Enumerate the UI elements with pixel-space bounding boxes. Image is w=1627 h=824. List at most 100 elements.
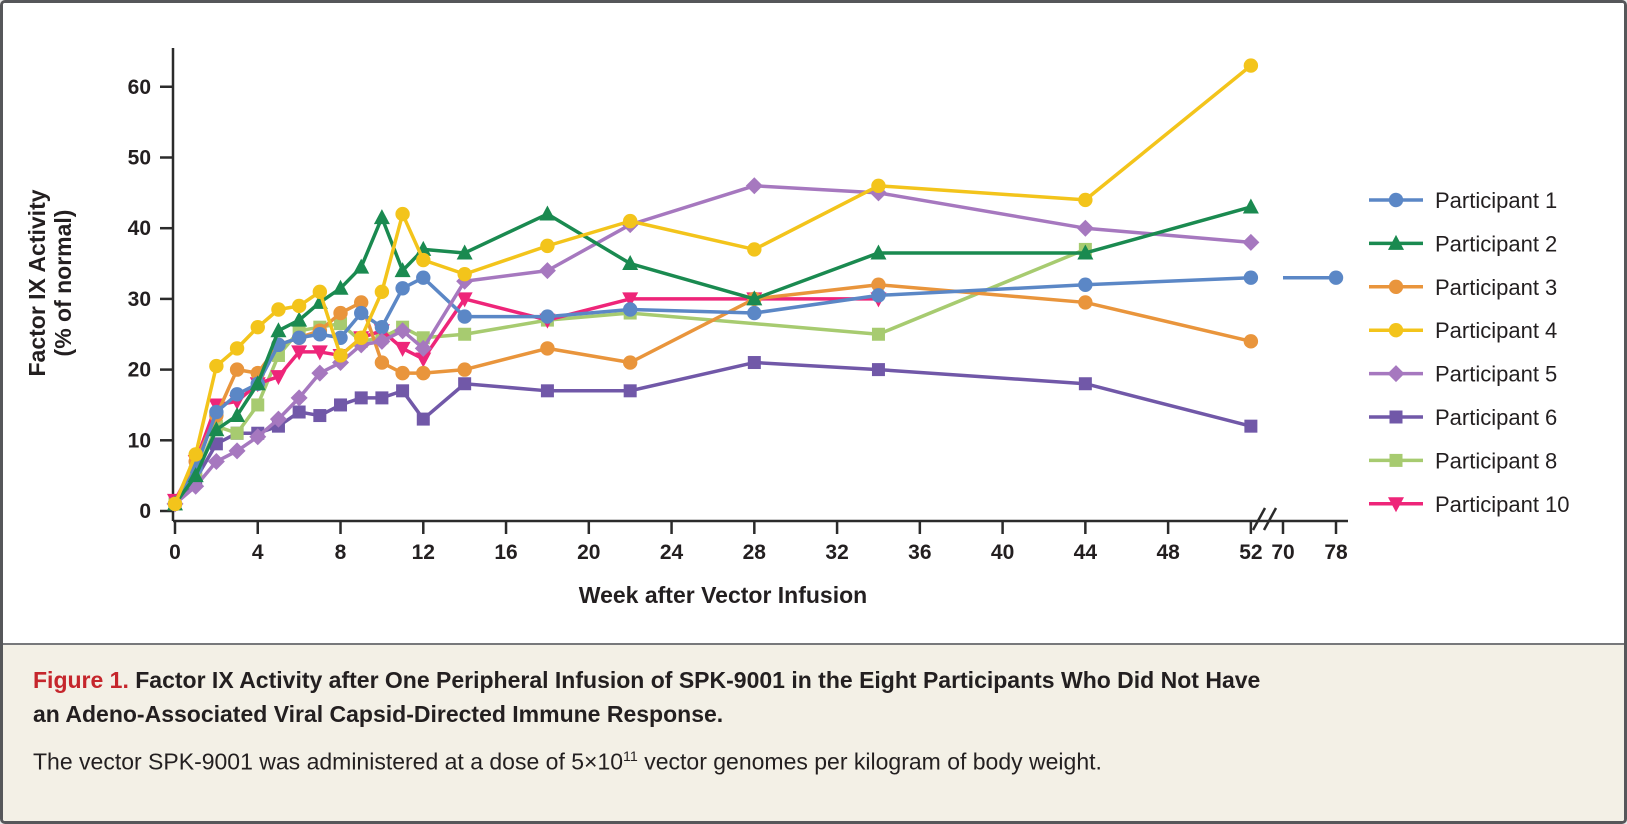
data-point-participant-1 bbox=[312, 327, 328, 342]
data-point-participant-2 bbox=[746, 290, 763, 306]
data-point-participant-4 bbox=[747, 242, 762, 257]
x-tick-label: 48 bbox=[1156, 541, 1180, 564]
data-point-participant-1 bbox=[291, 330, 307, 345]
data-point-participant-4 bbox=[457, 266, 472, 282]
x-tick-label: 0 bbox=[169, 541, 181, 564]
data-point-participant-5 bbox=[1076, 219, 1094, 237]
data-point-participant-2 bbox=[187, 467, 204, 483]
data-point-participant-3 bbox=[871, 277, 886, 292]
caption-title: Figure 1. Factor IX Activity after One P… bbox=[33, 663, 1594, 731]
data-point-participant-4 bbox=[188, 447, 203, 462]
y-axis-title-line2: (% of normal) bbox=[50, 210, 76, 357]
data-point-participant-2 bbox=[270, 322, 287, 338]
data-point-participant-5 bbox=[394, 322, 412, 340]
data-point-participant-4 bbox=[250, 319, 265, 335]
data-point-participant-6 bbox=[375, 391, 389, 405]
y-tick-label: 50 bbox=[128, 147, 151, 170]
data-point-participant-1 bbox=[229, 387, 245, 402]
caption-title-line1: Factor IX Activity after One Peripheral … bbox=[135, 667, 1261, 693]
y-tick-label: 0 bbox=[139, 500, 151, 523]
y-tick-label: 10 bbox=[128, 429, 151, 452]
x-tick-label: 8 bbox=[335, 541, 347, 564]
x-axis-title: Week after Vector Infusion bbox=[579, 582, 867, 608]
data-point-participant-1 bbox=[395, 281, 410, 296]
legend-label: Participant 8 bbox=[1435, 448, 1557, 473]
data-point-participant-4 bbox=[229, 341, 245, 356]
data-point-participant-4 bbox=[1243, 58, 1259, 73]
data-point-participant-4 bbox=[354, 330, 369, 345]
data-point-participant-3 bbox=[1078, 295, 1093, 310]
data-point-participant-5 bbox=[249, 428, 267, 446]
data-point-participant-6 bbox=[1244, 419, 1258, 433]
data-point-participant-2 bbox=[291, 311, 308, 327]
legend-marker bbox=[1389, 410, 1403, 424]
data-point-participant-8 bbox=[230, 426, 244, 440]
data-point-participant-10 bbox=[311, 345, 328, 361]
data-point-participant-2 bbox=[1077, 244, 1094, 260]
legend-marker bbox=[1389, 453, 1403, 467]
data-point-participant-4 bbox=[271, 302, 286, 317]
x-tick-label: 70 bbox=[1271, 541, 1294, 564]
data-point-participant-5 bbox=[414, 339, 432, 357]
data-point-participant-10 bbox=[291, 345, 308, 361]
data-point-participant-6 bbox=[540, 384, 554, 398]
data-point-participant-10 bbox=[456, 292, 473, 308]
data-point-participant-2 bbox=[353, 258, 370, 274]
data-point-participant-3 bbox=[622, 355, 638, 370]
legend-marker bbox=[1388, 497, 1404, 513]
data-point-participant-1 bbox=[354, 305, 369, 321]
data-point-participant-1 bbox=[747, 305, 762, 321]
data-point-participant-4 bbox=[1078, 192, 1093, 208]
data-point-participant-4 bbox=[416, 252, 431, 268]
data-point-participant-4 bbox=[622, 213, 638, 229]
x-tick-label: 24 bbox=[660, 541, 684, 564]
data-point-participant-1 bbox=[540, 309, 555, 324]
data-point-participant-4 bbox=[209, 358, 224, 374]
x-tick-label: 78 bbox=[1324, 541, 1348, 564]
data-point-participant-5 bbox=[228, 442, 246, 460]
axis-break-mark bbox=[1262, 507, 1278, 531]
data-point-participant-2 bbox=[229, 407, 246, 423]
data-point-participant-4 bbox=[333, 348, 348, 363]
data-point-participant-5 bbox=[207, 453, 225, 471]
data-point-participant-3 bbox=[333, 305, 348, 321]
data-point-participant-6 bbox=[334, 398, 348, 412]
data-point-participant-6 bbox=[747, 356, 761, 370]
data-point-participant-4 bbox=[312, 284, 328, 300]
data-point-participant-2 bbox=[622, 255, 639, 271]
data-point-participant-1 bbox=[374, 319, 390, 335]
x-tick-label: 32 bbox=[825, 541, 848, 564]
legend-label: Participant 3 bbox=[1435, 275, 1557, 300]
data-point-participant-6 bbox=[396, 384, 410, 398]
x-tick-label: 12 bbox=[412, 541, 435, 564]
figure-caption: Figure 1. Factor IX Activity after One P… bbox=[3, 643, 1624, 821]
caption-body: The vector SPK-9001 was administered at … bbox=[33, 748, 1102, 775]
data-point-participant-10 bbox=[415, 352, 432, 368]
data-point-participant-1 bbox=[1078, 277, 1093, 292]
data-point-participant-5 bbox=[538, 262, 556, 280]
x-tick-label: 40 bbox=[991, 541, 1014, 564]
legend-marker bbox=[1388, 279, 1404, 294]
x-tick-label: 52 bbox=[1239, 541, 1262, 564]
legend-label: Participant 1 bbox=[1435, 188, 1557, 213]
axis-break-mark bbox=[1251, 507, 1267, 531]
data-point-participant-2 bbox=[332, 279, 349, 295]
x-tick-label: 20 bbox=[577, 541, 600, 564]
data-point-participant-2 bbox=[1242, 198, 1259, 214]
data-point-participant-4 bbox=[291, 298, 307, 314]
data-point-participant-1 bbox=[871, 288, 886, 303]
y-tick-label: 40 bbox=[128, 217, 151, 240]
x-tick-label: 4 bbox=[252, 541, 264, 564]
data-point-participant-5 bbox=[745, 177, 763, 195]
data-point-participant-2 bbox=[870, 244, 887, 260]
data-point-participant-3 bbox=[395, 365, 410, 381]
y-tick-label: 20 bbox=[128, 359, 151, 382]
x-tick-label: 44 bbox=[1074, 541, 1098, 564]
data-point-participant-8 bbox=[251, 398, 265, 412]
legend-marker bbox=[1387, 365, 1405, 383]
data-point-participant-6 bbox=[458, 377, 472, 391]
data-point-participant-3 bbox=[540, 341, 555, 356]
data-point-participant-1 bbox=[416, 270, 431, 285]
data-point-participant-1 bbox=[1243, 270, 1259, 285]
